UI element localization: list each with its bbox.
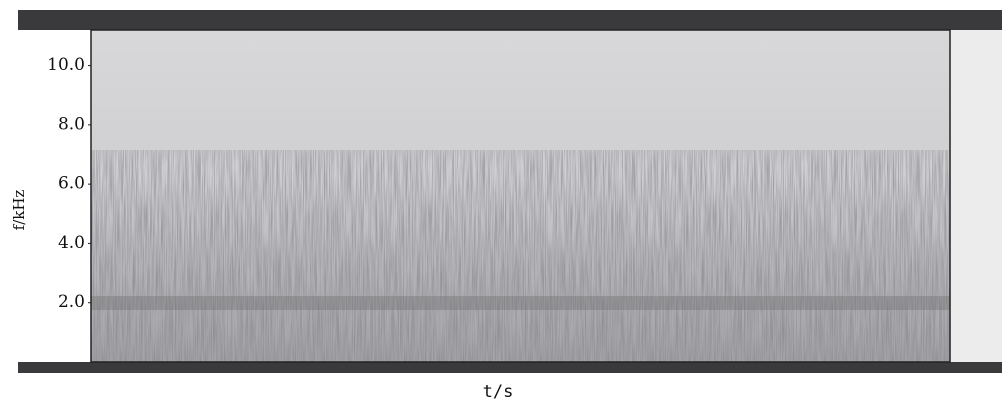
spectrogram-texture <box>91 150 950 362</box>
y-tick-label: 8.0 <box>58 114 85 134</box>
plot-frame <box>90 29 951 363</box>
y-axis-label: f/kHz <box>10 190 28 231</box>
top-bar <box>18 10 1002 30</box>
right-margin <box>950 30 1002 362</box>
spectrogram-band <box>91 296 950 310</box>
x-axis-label: t/s <box>483 382 514 402</box>
y-tick-label: 2.0 <box>58 292 85 312</box>
y-tick-label: 6.0 <box>58 174 85 194</box>
y-tick-label: 10.0 <box>47 55 85 75</box>
spectrogram <box>90 29 951 363</box>
bottom-bar <box>18 362 1002 373</box>
y-tick-label: 4.0 <box>58 233 85 253</box>
